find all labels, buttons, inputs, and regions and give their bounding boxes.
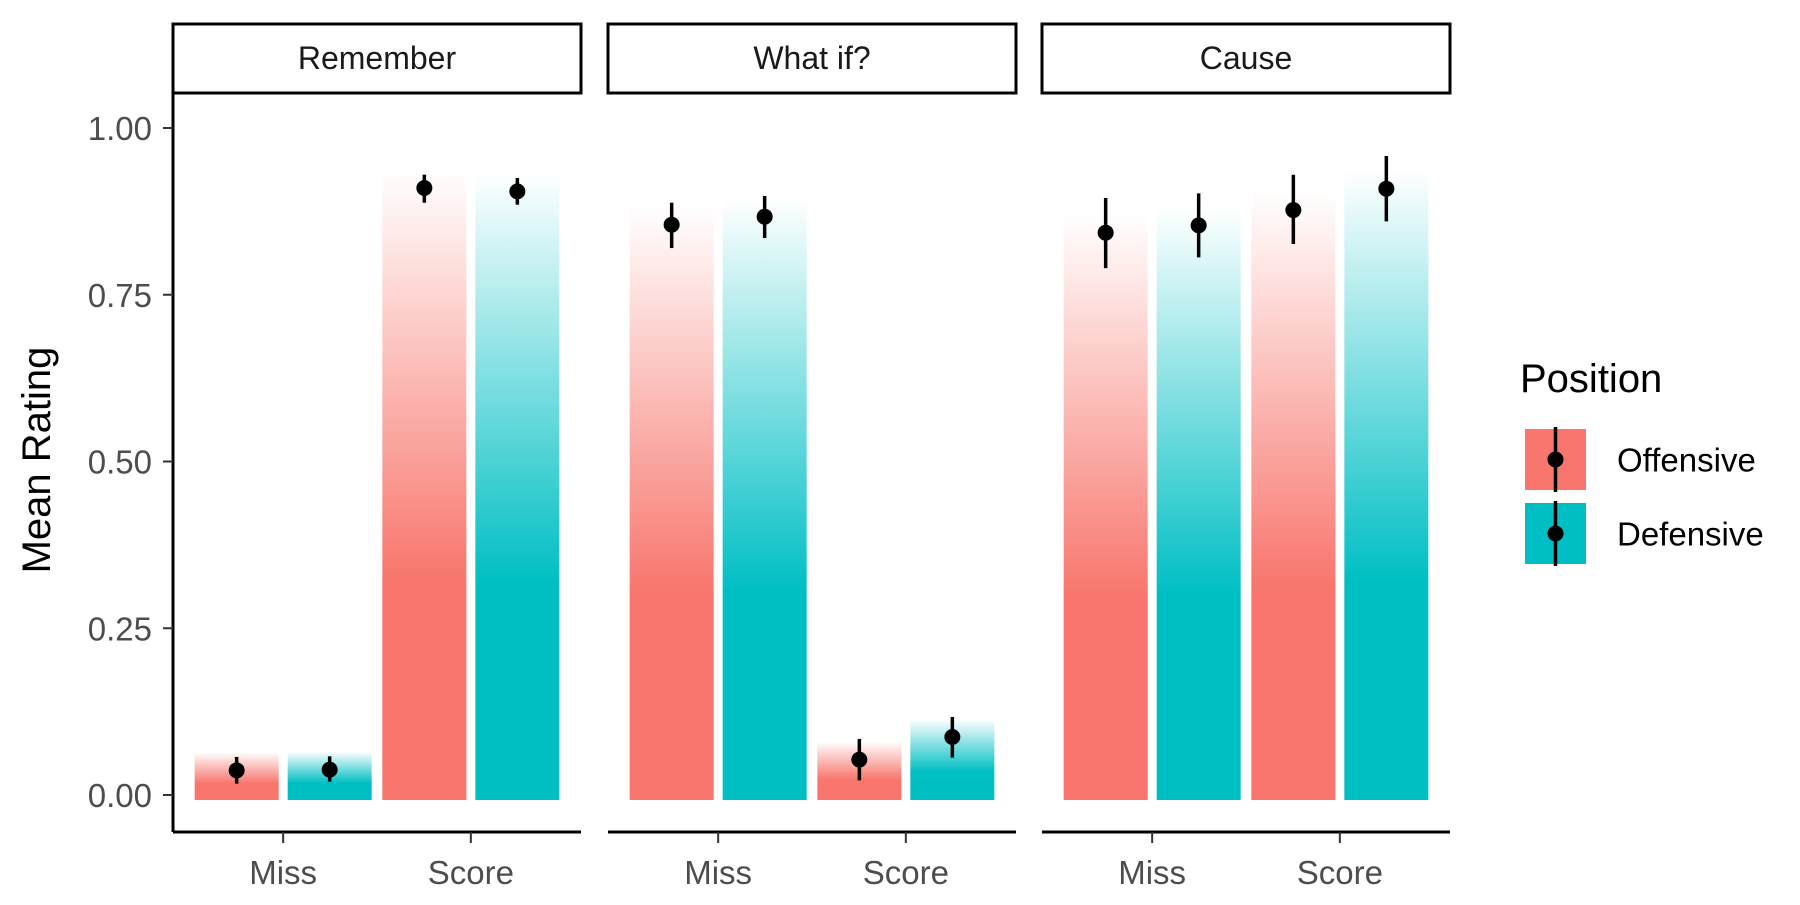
mean-point [321, 761, 338, 778]
legend-label-defensive: Defensive [1617, 516, 1764, 553]
x-tick-label: Miss [684, 854, 752, 891]
bar-offensive-remember-score [382, 170, 467, 800]
mean-point [1097, 224, 1114, 241]
bar-offensive-what-if-miss [629, 206, 714, 801]
y-tick-label: 0.25 [88, 610, 152, 647]
legend-key-point [1547, 525, 1564, 542]
legend: Position Offensive Defensive [1520, 357, 1764, 566]
mean-point [1285, 202, 1302, 219]
y-tick-label: 1.00 [88, 110, 152, 147]
x-tick-label: Score [863, 854, 949, 891]
mean-point [851, 751, 868, 768]
bar-defensive-remember-score [475, 173, 560, 801]
y-tick-label: 0.50 [88, 444, 152, 481]
bar-offensive-cause-score [1251, 192, 1336, 800]
bar-defensive-what-if-miss [722, 198, 807, 800]
x-tick-label: Miss [249, 854, 317, 891]
mean-point [228, 762, 245, 779]
facet-strip-what-if [606, 22, 1018, 95]
bar-defensive-cause-miss [1156, 207, 1241, 800]
mean-point [663, 216, 680, 233]
x-tick-label: Score [1297, 854, 1383, 891]
mean-point [944, 728, 961, 745]
mean-point [1190, 217, 1207, 234]
facet-strip-remember [171, 22, 583, 95]
x-tick-label: Miss [1118, 854, 1186, 891]
bar-offensive-cause-miss [1063, 214, 1148, 800]
mean-point [509, 183, 526, 200]
facet-label-remember: Remember [298, 40, 457, 76]
mean-point [416, 180, 433, 197]
y-tick-label: 0.00 [88, 777, 152, 814]
legend-label-offensive: Offensive [1617, 442, 1756, 479]
y-tick-label: 0.75 [88, 277, 152, 314]
x-tick-label: Score [428, 854, 514, 891]
facet-strip-cause [1040, 22, 1452, 95]
legend-key-point [1547, 451, 1564, 468]
facet-label-what-if: What if? [753, 40, 870, 76]
bar-defensive-cause-score [1344, 170, 1429, 800]
y-axis-title: Mean Rating [15, 347, 59, 574]
mean-point [756, 208, 773, 225]
legend-title: Position [1520, 357, 1662, 401]
mean-point [1378, 180, 1395, 197]
facet-label-cause: Cause [1200, 40, 1293, 76]
